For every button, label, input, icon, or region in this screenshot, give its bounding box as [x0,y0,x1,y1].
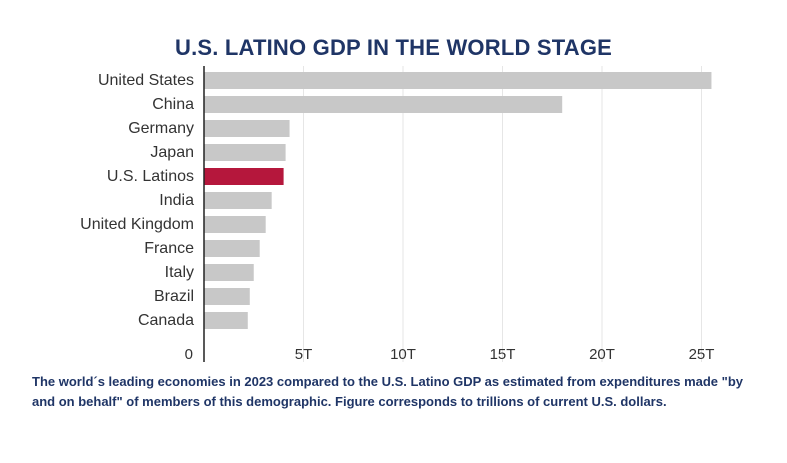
x-tick-label: 20T [589,346,615,363]
chart-caption: The world´s leading economies in 2023 co… [32,374,743,409]
category-labels: United States China Germany Japan U.S. Latin… [80,72,194,329]
bar [204,240,260,257]
bar [204,288,250,305]
bar [204,144,286,161]
bar-highlight [204,168,284,185]
x-tick-label: 15T [490,346,516,363]
x-tick-label: 10T [390,346,416,363]
bar [204,216,266,233]
bar-chart: United States China Germany Japan U.S. Latin… [80,66,715,363]
bar [204,96,563,113]
category-label: Brazil [154,288,194,305]
x-tick-label: 0 [185,346,193,363]
category-label: Italy [165,264,194,281]
x-tick-label: 25T [689,346,715,363]
bars [204,72,712,329]
x-tick-label: 5T [295,346,313,363]
category-label: U.S. Latinos [107,168,194,185]
grid-lines [303,66,702,362]
bar [204,120,290,137]
bar [204,312,248,329]
bar [204,264,254,281]
category-label: Japan [150,144,194,161]
bar [204,72,712,89]
category-label: United States [98,72,194,89]
category-label: Germany [128,120,194,137]
category-label: India [159,192,194,209]
bar [204,192,272,209]
chart-title: U.S. LATINO GDP IN THE WORLD STAGE [174,35,613,60]
category-label: France [144,240,194,257]
category-label: Canada [138,312,194,329]
category-label: United Kingdom [80,216,194,233]
category-label: China [152,96,194,113]
x-tick-labels: 0 5T 10T 15T 20T 25T [185,346,715,363]
